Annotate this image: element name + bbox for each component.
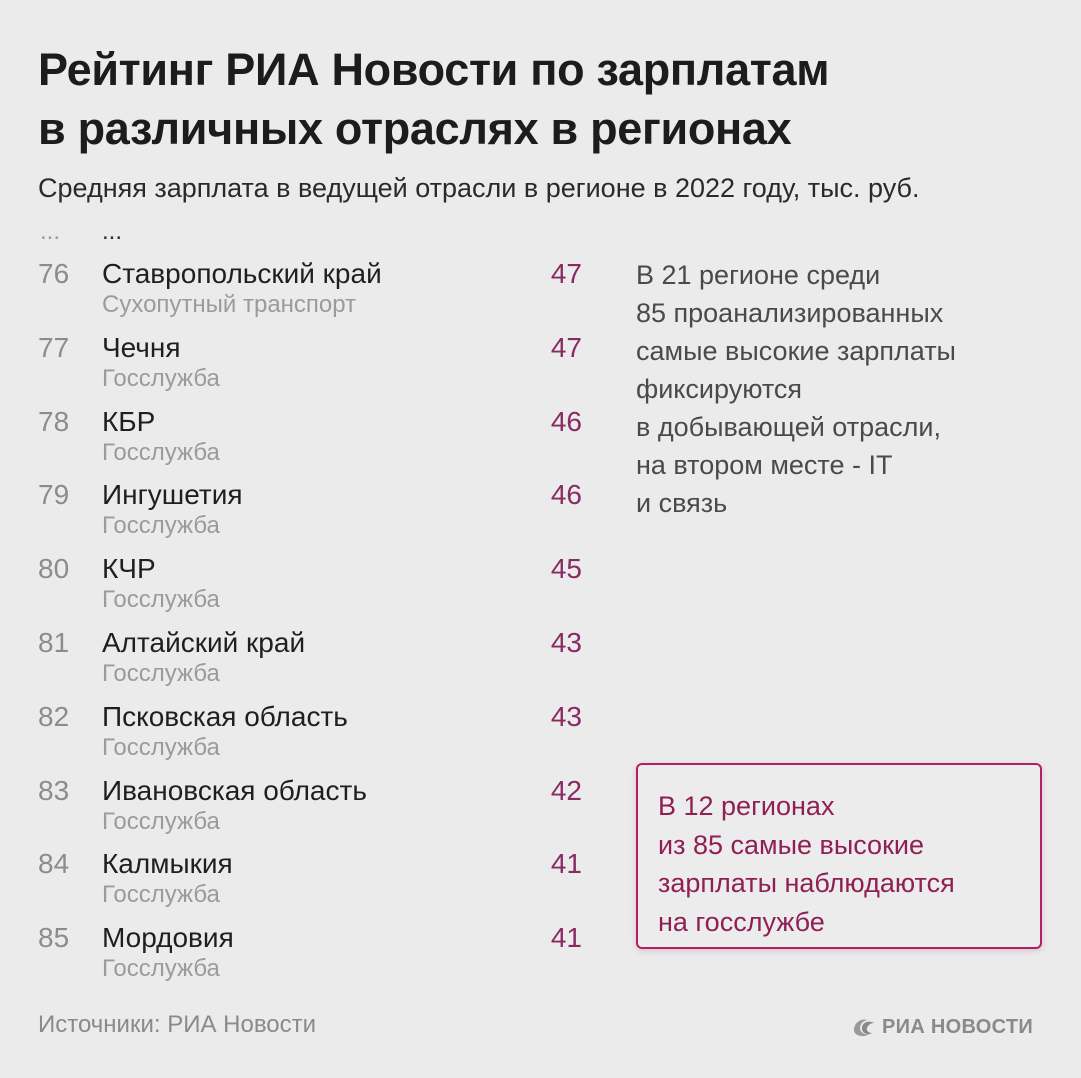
salary-value: 41 (550, 848, 582, 880)
salary-value: 46 (550, 479, 582, 511)
title-line-1: Рейтинг РИА Новости по зарплатам (38, 44, 830, 95)
rank-number: 77 (38, 331, 70, 363)
note-line: в добывающей отрасли, (636, 412, 941, 442)
rank-number: 79 (38, 479, 70, 511)
region-name: Алтайский край (102, 627, 306, 658)
ria-logo: РИА НОВОСТИ (852, 1013, 1033, 1041)
note-line: 85 проанализированных (636, 298, 944, 328)
leading-industry: Сухопутный транспорт (102, 291, 357, 318)
rank-number: 85 (38, 922, 70, 954)
rank-number: 83 (38, 774, 70, 806)
callout-line: из 85 самые высокие (658, 829, 924, 860)
industry-note: В 21 регионе среди 85 проанализированных… (636, 256, 1056, 522)
leading-industry: Госслужба (102, 733, 220, 761)
rank-number: 81 (38, 627, 70, 658)
note-line: на втором месте - IT (636, 450, 893, 480)
note-line: В 21 регионе среди (636, 260, 881, 290)
region-name: Псковская область (102, 700, 348, 732)
note-line: и связь (636, 488, 728, 518)
rank-number: 78 (38, 405, 70, 437)
region-name: Чечня (102, 331, 181, 363)
leading-industry: Госслужба (102, 364, 220, 392)
table-row: 80 КЧР Госслужба 45 (0, 551, 600, 625)
region-name: КБР (102, 405, 156, 437)
leading-industry: Госслужба (102, 955, 220, 983)
salary-value: 41 (550, 922, 582, 954)
ellipsis-rank: ... (40, 218, 61, 245)
leading-industry: Госслужба (102, 512, 220, 540)
logo-text: РИА НОВОСТИ (882, 1015, 1034, 1038)
table-row: 79 Ингушетия Госслужба 46 (0, 477, 600, 551)
leading-industry: Госслужба (102, 438, 220, 466)
leading-industry: Госслужба (102, 807, 220, 835)
rank-number: 82 (38, 700, 70, 732)
table-row: 84 Калмыкия Госслужба 41 (0, 846, 600, 920)
leading-industry: Госслужба (102, 660, 220, 687)
note-line: фиксируются (636, 374, 803, 404)
callout-line: зарплаты наблюдаются (658, 868, 955, 898)
salary-value: 46 (550, 405, 582, 437)
rank-number: 76 (38, 258, 70, 289)
salary-value: 47 (550, 331, 582, 363)
table-row: 81 Алтайский край Госслужба 43 (0, 625, 600, 699)
leading-industry: Госслужба (102, 881, 220, 909)
salary-value: 42 (550, 774, 582, 806)
chart-title: Рейтинг РИА Новости по зарплатам в разли… (38, 40, 1038, 158)
table-row: 76 Ставропольский край Сухопутный транспор… (0, 256, 600, 330)
table-row: 77 Чечня Госслужба 47 (0, 330, 600, 404)
region-name: Калмыкия (102, 848, 233, 880)
table-row: 82 Псковская область Госслужба 43 (0, 699, 600, 773)
ellipsis-region: ... (102, 218, 123, 245)
salary-value: 43 (550, 627, 582, 658)
title-line-2: в различных отраслях в регионах (38, 103, 792, 154)
note-line: самые высокие зарплаты (636, 336, 956, 366)
region-name: Мордовия (102, 922, 234, 954)
rank-number: 84 (38, 848, 70, 880)
table-row: 85 Мордовия Госслужба 41 (0, 920, 600, 994)
table-row: 78 КБР Госслужба 46 (0, 404, 600, 478)
region-name: Ставропольский край (102, 258, 382, 289)
salary-value: 45 (550, 553, 582, 585)
callout-line: В 12 регионах (658, 791, 835, 821)
region-name: Ингушетия (102, 479, 243, 511)
callout-text: В 12 регионах из 85 самые высокие зарпла… (658, 787, 955, 941)
region-name: Ивановская область (102, 774, 367, 806)
region-name: КЧР (102, 553, 156, 585)
leading-industry: Госслужба (102, 586, 220, 614)
government-callout-box: В 12 регионах из 85 самые высокие зарпла… (636, 763, 1042, 949)
chart-subtitle: Средняя зарплата в ведущей отрасли в рег… (38, 173, 920, 203)
source-note: Источники: РИА Новости (38, 1011, 317, 1038)
salary-value: 47 (550, 258, 582, 289)
salary-value: 43 (550, 700, 582, 732)
callout-line: на госслужбе (658, 906, 825, 937)
ria-logo-icon (854, 1019, 874, 1037)
rank-number: 80 (38, 553, 70, 585)
table-row: 83 Ивановская область Госслужба 42 (0, 773, 600, 847)
